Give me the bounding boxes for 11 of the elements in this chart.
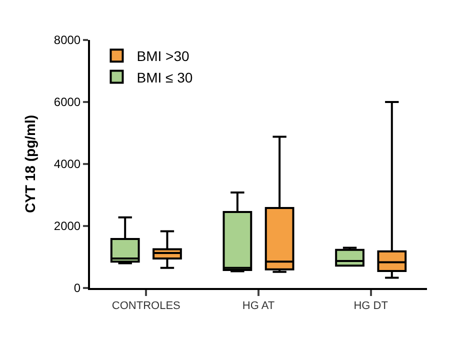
y-tick-label: 0 xyxy=(74,281,81,296)
y-tick-label: 4000 xyxy=(54,157,81,172)
y-tick-label: 8000 xyxy=(54,33,81,48)
x-tick-label: HG DT xyxy=(354,300,388,312)
x-tick-label: HG AT xyxy=(242,300,275,312)
y-axis-title: CYT 18 (pg/ml) xyxy=(22,114,38,214)
y-tick-label: 6000 xyxy=(54,95,81,110)
legend-label: BMI >30 xyxy=(136,48,190,64)
x-tick-label: CONTROLES xyxy=(112,300,180,312)
legend-label: BMI ≤ 30 xyxy=(136,69,193,86)
y-tick-label: 2000 xyxy=(54,219,81,234)
